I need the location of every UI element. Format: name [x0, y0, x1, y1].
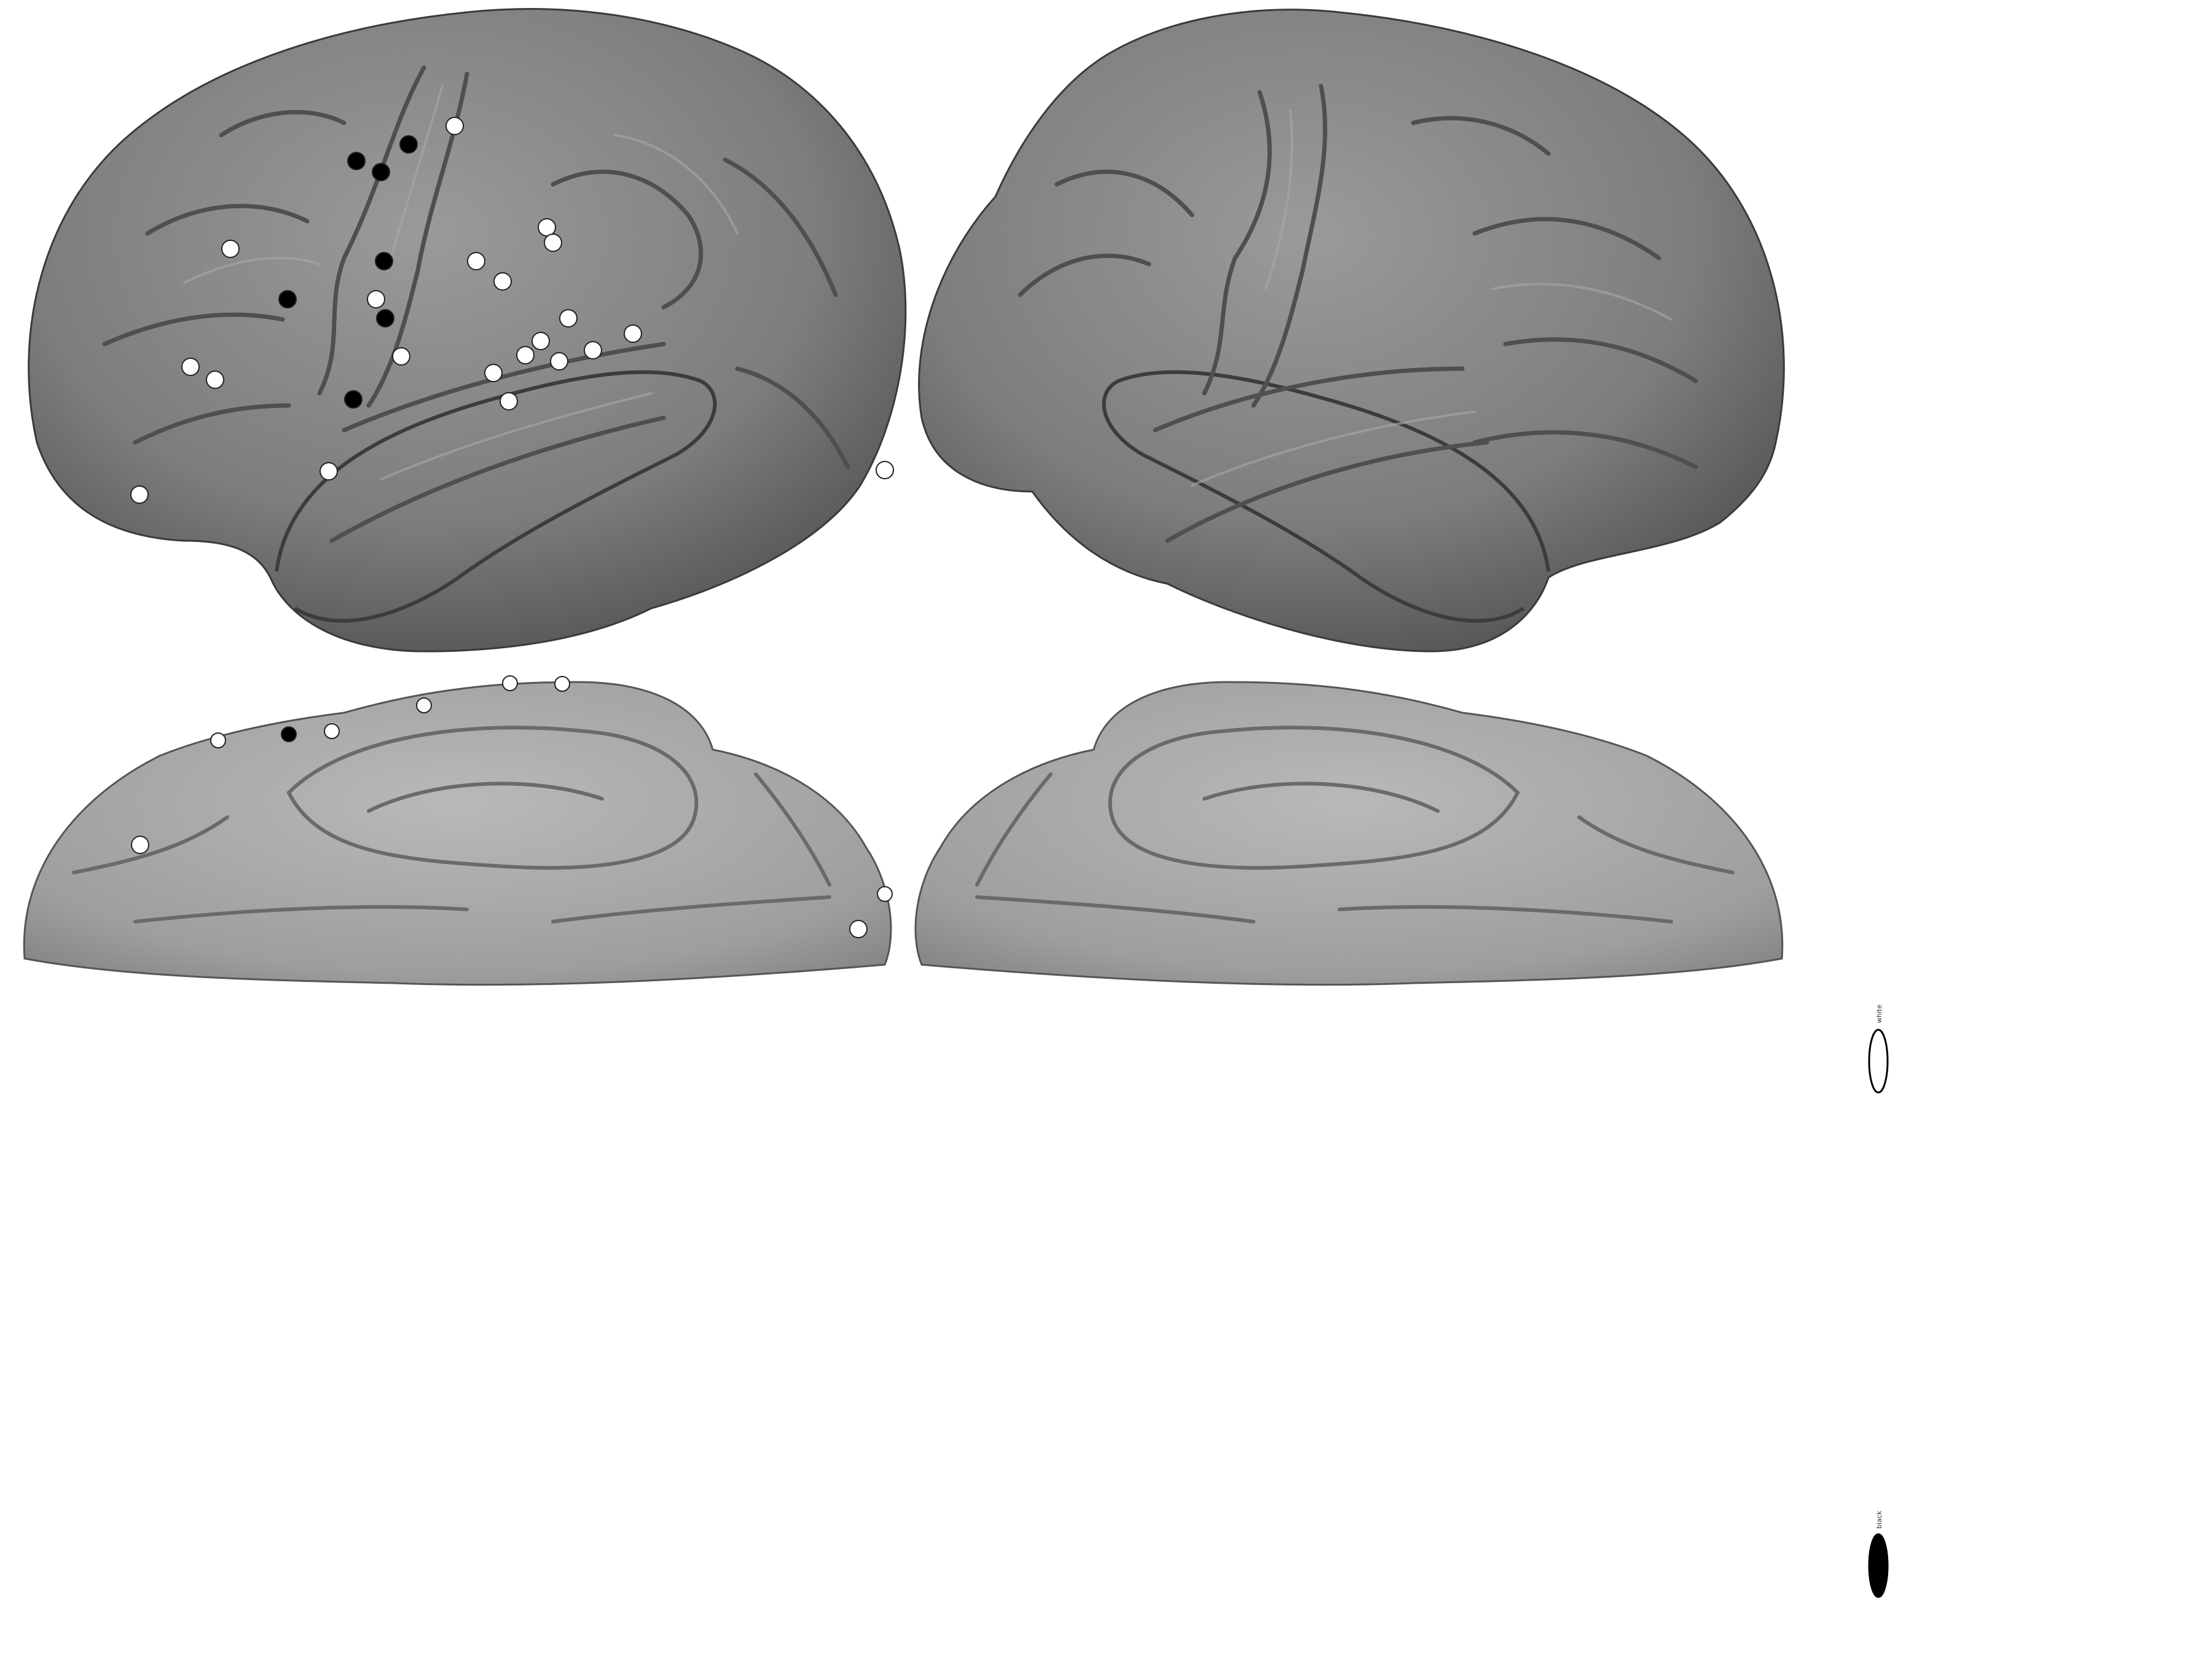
legend: white black [1868, 1005, 1889, 1598]
electrode-white [493, 272, 512, 291]
right-lateral-view [918, 9, 1785, 653]
electrode-black [399, 135, 418, 154]
electrode-white [538, 218, 556, 237]
temporal-lobe [275, 370, 717, 623]
electrode-white [516, 346, 535, 364]
electrode-white [367, 290, 385, 308]
electrode-white [849, 920, 868, 938]
electrode-white [130, 485, 149, 504]
legend-item-white: white [1868, 1005, 1889, 1094]
left-medial-view [23, 681, 892, 986]
electrode-white [624, 324, 642, 343]
legend-swatch-black [1868, 1533, 1889, 1598]
electrode-white [324, 723, 340, 739]
electrode-white [210, 732, 226, 748]
electrode-white [181, 358, 200, 376]
sulci [1018, 84, 1698, 543]
electrode-white [876, 461, 894, 479]
legend-label-white: white [1875, 1005, 1883, 1023]
electrode-white [502, 675, 518, 691]
gyri-highlights [183, 85, 739, 480]
cortex-surface [918, 9, 1785, 653]
legend-label-black: black [1875, 1510, 1883, 1529]
electrode-white [445, 117, 464, 135]
electrode-white [559, 309, 578, 327]
cortex-surface [914, 681, 1784, 986]
electrode-white [416, 697, 432, 713]
electrode-white [131, 836, 149, 854]
electrode-black [347, 152, 366, 170]
electrode-black [278, 290, 297, 308]
electrode-white [550, 352, 568, 371]
electrode-white [320, 462, 338, 480]
right-medial-view [914, 681, 1784, 986]
electrode-white [467, 252, 485, 270]
temporal-lobe [1102, 370, 1550, 623]
electrode-white [392, 347, 410, 366]
cortex-surface [28, 8, 907, 653]
electrode-white [221, 240, 240, 258]
electrode-white [206, 371, 224, 389]
electrode-white [584, 341, 602, 359]
electrode-white [554, 676, 570, 692]
left-lateral-view [28, 8, 907, 653]
gyri-highlights [1191, 109, 1673, 487]
medial-sulci [72, 726, 831, 924]
electrode-black [375, 252, 393, 270]
cortex-surface [23, 681, 892, 986]
electrode-white [877, 886, 893, 902]
legend-item-black: black [1868, 1510, 1889, 1598]
electrode-white [484, 364, 503, 382]
electrodes-left-medial [131, 675, 893, 938]
electrode-white [544, 233, 562, 252]
electrode-white [531, 332, 550, 350]
electrodes-left-lateral [130, 117, 894, 504]
electrode-black [372, 163, 390, 181]
electrode-black [281, 726, 297, 742]
electrode-black [376, 309, 394, 327]
medial-sulci [975, 726, 1735, 924]
electrode-black [344, 390, 363, 409]
electrode-white [500, 392, 518, 410]
legend-swatch-white [1868, 1029, 1889, 1094]
